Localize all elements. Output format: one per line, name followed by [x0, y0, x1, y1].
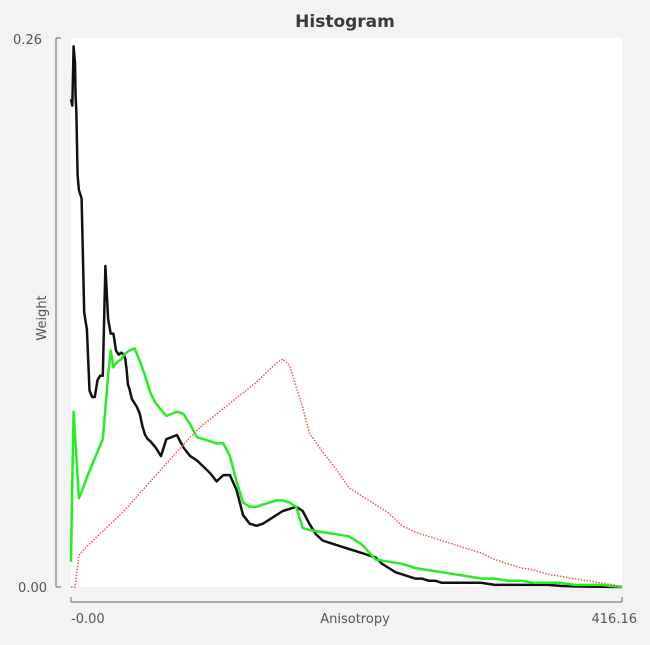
y-tick-label-max: 0.26 [13, 33, 42, 48]
x-tick-label-min: -0.00 [71, 612, 105, 627]
series-line-2 [71, 358, 623, 588]
y-axis-label: Weight [35, 295, 50, 340]
x-axis-label: Anisotropy [320, 612, 390, 627]
x-tick-label-max: 416.16 [592, 612, 638, 627]
chart-title: Histogram [295, 12, 395, 32]
series-line-0 [69, 45, 623, 589]
plot-area [71, 38, 622, 587]
y-tick-label-min: 0.00 [18, 581, 47, 596]
series-layer [69, 45, 623, 589]
series-line-1 [69, 347, 623, 589]
